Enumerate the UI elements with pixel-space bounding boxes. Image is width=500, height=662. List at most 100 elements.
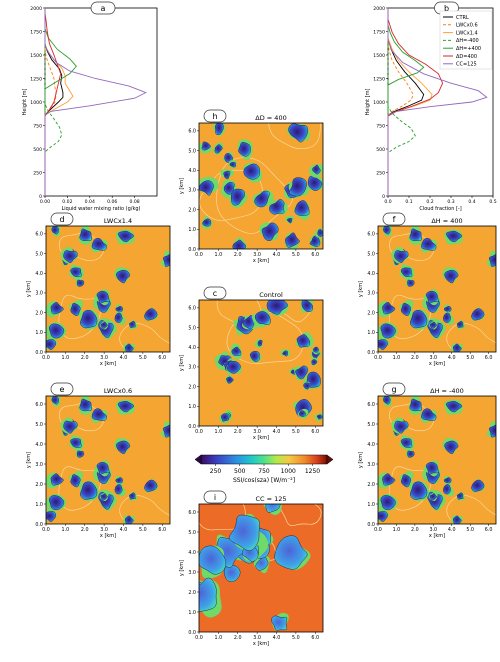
cloud-shadow <box>124 515 134 524</box>
y-tick-label: 1.0 <box>367 330 375 336</box>
cloud-shadow <box>301 300 314 313</box>
series-line--h-400 <box>44 8 63 196</box>
y-tick-label: 2.0 <box>188 590 196 596</box>
x-tick-label: 0.1 <box>405 199 412 205</box>
x-tick-label: 1.0 <box>215 635 223 641</box>
x-tick-label: 2.0 <box>81 355 89 361</box>
cloud-shadow <box>400 474 412 488</box>
cloud-shadow <box>269 199 285 215</box>
map-field <box>199 123 323 249</box>
cloud-shadow <box>421 238 437 251</box>
y-tick-label: 1250 <box>373 76 385 82</box>
cloud-shadow <box>162 253 170 267</box>
irradiance-contour <box>446 494 496 524</box>
colorbar-tick-label: 250 <box>210 468 222 475</box>
cloud-shadow <box>114 484 123 495</box>
cloud-shadow <box>294 200 310 216</box>
panel-badge <box>382 212 406 226</box>
y-axis-label: Height [m] <box>365 89 371 116</box>
cloud-shadow <box>443 305 452 313</box>
map-title: LWCx1.4 <box>104 217 132 225</box>
cloud-shadow <box>48 495 65 511</box>
y-tick-label: 5.0 <box>188 530 196 536</box>
y-tick-label: 6.0 <box>188 129 196 135</box>
x-tick-label: 3.0 <box>253 429 261 435</box>
profile-frame <box>44 7 158 197</box>
cloud-shadow <box>214 144 223 154</box>
cloud-shadow <box>382 302 396 315</box>
y-tick-label: 3.0 <box>188 365 196 371</box>
irradiance-contour <box>446 322 496 352</box>
map-field <box>378 396 496 524</box>
cloud-shadow <box>444 269 459 284</box>
cloud-shadow <box>232 239 246 249</box>
x-tick-label: 0.0 <box>42 527 50 533</box>
map-panel-h: 0.00.0 1.0 1.0 2.0 2.0 3.0 3.0 4.0 4.0 5.0 5.0 6.0 6… <box>179 109 324 264</box>
y-tick-label: 5.0 <box>188 325 196 331</box>
cloud-shadow <box>70 474 81 488</box>
cloud-shadow <box>80 481 98 500</box>
y-tick-label: 2.0 <box>35 482 43 488</box>
cloud-shadow <box>76 279 85 287</box>
y-tick-label: 2.0 <box>188 207 196 213</box>
y-tick-label: 1500 <box>373 53 385 59</box>
cloud-shadow <box>238 141 251 157</box>
cloud-shadow <box>261 222 279 241</box>
cloud-shadow <box>96 462 110 475</box>
y-axis-label: y [km] <box>26 452 32 468</box>
cloud-shadow <box>303 382 312 390</box>
cloud-shadow <box>378 339 388 350</box>
x-tick-label: 3.0 <box>100 355 108 361</box>
y-tick-label: 1500 <box>30 53 42 59</box>
x-tick-label: 5.0 <box>292 635 300 641</box>
cloud-shadow <box>288 177 307 197</box>
map-title: LWCx0.6 <box>104 387 132 395</box>
cloud-shadow <box>285 232 300 248</box>
y-tick-label: 6.0 <box>188 306 196 312</box>
x-tick-label: 0.08 <box>129 199 139 205</box>
cloud-shadow <box>63 420 78 434</box>
panel-badge-letter: g <box>391 385 396 394</box>
x-tick-label: 6.0 <box>311 635 319 641</box>
x-tick-label: 0.0 <box>384 199 391 205</box>
series-line--d-400 <box>44 8 62 196</box>
y-tick-label: 5.0 <box>367 251 375 257</box>
x-tick-label: 3.0 <box>253 635 261 641</box>
x-tick-label: 4.0 <box>120 527 128 533</box>
x-tick-label: 5.0 <box>139 527 147 533</box>
cloud-shadow <box>296 334 311 348</box>
map-frame <box>198 503 324 633</box>
y-tick-label: 2.0 <box>367 310 375 316</box>
x-axis-label: x [km] <box>429 361 445 367</box>
cloud-shadow <box>50 473 64 486</box>
cloud-shadow <box>144 308 158 321</box>
x-tick-label: 5.0 <box>292 429 300 435</box>
cloud-shadow <box>50 302 64 315</box>
cloud-shadow <box>456 492 464 500</box>
cloud-shadow <box>116 440 131 455</box>
cloud-shadow <box>79 228 92 242</box>
y-tick-label: 0 <box>39 194 42 200</box>
x-tick-label: 4.0 <box>120 355 128 361</box>
cloud-shadow <box>254 190 270 208</box>
panel-badge <box>203 490 227 504</box>
x-tick-label: 6.0 <box>158 355 166 361</box>
cloud-shadow <box>254 311 271 325</box>
map-panel-f: 0.00.0 1.0 1.0 2.0 2.0 3.0 3.0 4.0 4.0 5.0 5.0 6.0 6… <box>358 212 497 367</box>
y-tick-label: 4.0 <box>188 345 196 351</box>
panel-badge <box>50 382 74 396</box>
y-tick-label: 2000 <box>30 6 42 12</box>
map-title: ΔH = -400 <box>430 387 464 395</box>
cloud-shadow <box>257 339 263 347</box>
y-tick-label: 0.0 <box>367 522 375 528</box>
cloud-shadow <box>456 320 464 329</box>
colorbar-gradient <box>200 454 328 465</box>
y-tick-label: 5.0 <box>35 422 43 428</box>
y-tick-label: 0.0 <box>367 350 375 356</box>
legend-entry: ΔH=-400 <box>456 38 479 44</box>
y-tick-label: 0.0 <box>188 630 196 636</box>
cloud-shadow <box>124 343 134 352</box>
legend-entry: CTRL <box>456 15 469 21</box>
cloud-shadow <box>488 253 496 267</box>
